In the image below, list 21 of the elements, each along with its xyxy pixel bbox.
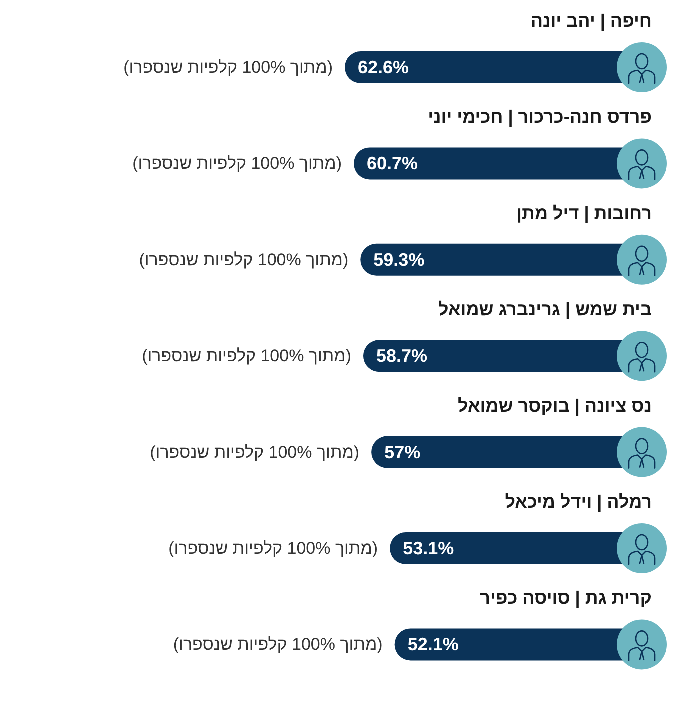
annotation: (מתוך 100% קלפיות שנספרו): [132, 154, 342, 174]
category-label: קרית גת | סויסה כפיר: [480, 588, 652, 608]
data-label: 60.7%: [367, 154, 418, 174]
annotation: (מתוך 100% קלפיות שנספרו): [168, 539, 378, 558]
category-label: בית שמש | גרינברג שמואל: [438, 300, 652, 320]
annotation: (מתוך 100% קלפיות שנספרו): [124, 58, 333, 77]
category-label: רמלה | וידל מיכאל: [505, 492, 652, 512]
data-label: 52.1%: [408, 634, 459, 655]
category-label: רחובות | דיל מתן: [516, 203, 652, 224]
annotation: (מתוך 100% קלפיות שנספרו): [142, 346, 352, 366]
annotation: (מתוך 100% קלפיות שנספרו): [139, 250, 349, 270]
annotation: (מתוך 100% קלפיות שנספרו): [173, 635, 383, 654]
category-label: חיפה | יהב יונה: [530, 11, 652, 31]
data-label: 59.3%: [374, 250, 425, 270]
category-label: פרדס חנה-כרכור | חכימי יוני: [428, 107, 652, 128]
data-label: 62.6%: [358, 58, 410, 78]
data-label: 58.7%: [376, 346, 428, 366]
category-label: נס ציונה | בוקסר שמואל: [458, 396, 652, 416]
annotation: (מתוך 100% קלפיות שנספרו): [150, 442, 360, 462]
data-label: 57%: [384, 442, 421, 462]
data-label: 53.1%: [403, 538, 454, 558]
